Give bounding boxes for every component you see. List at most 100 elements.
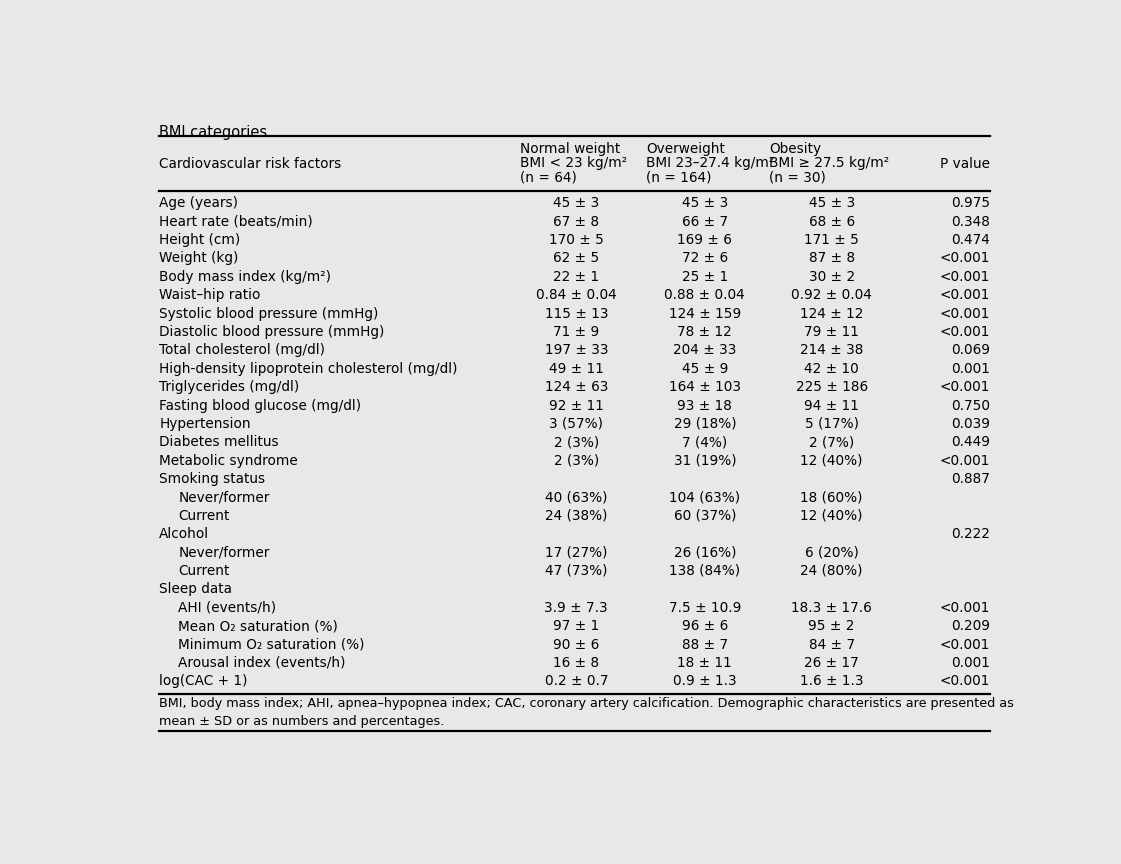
Text: 1.6 ± 1.3: 1.6 ± 1.3 xyxy=(800,674,863,689)
Text: Never/former: Never/former xyxy=(178,491,270,505)
Text: 225 ± 186: 225 ± 186 xyxy=(796,380,868,394)
Text: 66 ± 7: 66 ± 7 xyxy=(682,215,728,229)
Text: Obesity: Obesity xyxy=(769,143,822,156)
Text: Mean O₂ saturation (%): Mean O₂ saturation (%) xyxy=(178,619,339,633)
Text: <0.001: <0.001 xyxy=(939,674,990,689)
Text: 12 (40%): 12 (40%) xyxy=(800,509,863,523)
Text: 0.887: 0.887 xyxy=(951,472,990,486)
Text: 47 (73%): 47 (73%) xyxy=(545,564,608,578)
Text: <0.001: <0.001 xyxy=(939,454,990,467)
Text: 170 ± 5: 170 ± 5 xyxy=(549,233,604,247)
Text: 6 (20%): 6 (20%) xyxy=(805,545,859,560)
Text: 7 (4%): 7 (4%) xyxy=(683,435,728,449)
Text: 5 (17%): 5 (17%) xyxy=(805,417,859,431)
Text: <0.001: <0.001 xyxy=(939,600,990,615)
Text: log(CAC + 1): log(CAC + 1) xyxy=(159,674,248,689)
Text: Normal weight: Normal weight xyxy=(520,143,620,156)
Text: 104 (63%): 104 (63%) xyxy=(669,491,740,505)
Text: 94 ± 11: 94 ± 11 xyxy=(804,398,859,412)
Text: 40 (63%): 40 (63%) xyxy=(545,491,608,505)
Text: 84 ± 7: 84 ± 7 xyxy=(808,638,854,651)
Text: 93 ± 18: 93 ± 18 xyxy=(677,398,732,412)
Text: BMI categories: BMI categories xyxy=(159,125,268,140)
Text: (n = 164): (n = 164) xyxy=(646,170,711,184)
Text: Minimum O₂ saturation (%): Minimum O₂ saturation (%) xyxy=(178,638,364,651)
Text: 124 ± 159: 124 ± 159 xyxy=(669,307,741,321)
Text: (n = 30): (n = 30) xyxy=(769,170,826,184)
Text: Arousal index (events/h): Arousal index (events/h) xyxy=(178,656,346,670)
Text: Weight (kg): Weight (kg) xyxy=(159,251,239,265)
Text: BMI 23–27.4 kg/m²: BMI 23–27.4 kg/m² xyxy=(646,156,773,170)
Text: 16 ± 8: 16 ± 8 xyxy=(553,656,600,670)
Text: 79 ± 11: 79 ± 11 xyxy=(804,325,859,339)
Text: 12 (40%): 12 (40%) xyxy=(800,454,863,467)
Text: 138 (84%): 138 (84%) xyxy=(669,564,740,578)
Text: 78 ± 12: 78 ± 12 xyxy=(677,325,732,339)
Text: 87 ± 8: 87 ± 8 xyxy=(808,251,854,265)
Text: 24 (38%): 24 (38%) xyxy=(545,509,608,523)
Text: 18 ± 11: 18 ± 11 xyxy=(677,656,732,670)
Text: 124 ± 63: 124 ± 63 xyxy=(545,380,608,394)
Text: 45 ± 3: 45 ± 3 xyxy=(808,196,855,210)
Text: 2 (3%): 2 (3%) xyxy=(554,454,599,467)
Text: 0.2 ± 0.7: 0.2 ± 0.7 xyxy=(545,674,608,689)
Text: 60 (37%): 60 (37%) xyxy=(674,509,736,523)
Text: Triglycerides (mg/dl): Triglycerides (mg/dl) xyxy=(159,380,299,394)
Text: 29 (18%): 29 (18%) xyxy=(674,417,736,431)
Text: (n = 64): (n = 64) xyxy=(520,170,576,184)
Text: 171 ± 5: 171 ± 5 xyxy=(804,233,859,247)
Text: 3 (57%): 3 (57%) xyxy=(549,417,603,431)
Text: 0.222: 0.222 xyxy=(951,527,990,541)
Text: 0.975: 0.975 xyxy=(951,196,990,210)
Text: 0.209: 0.209 xyxy=(951,619,990,633)
Text: 0.474: 0.474 xyxy=(951,233,990,247)
Text: 0.001: 0.001 xyxy=(951,656,990,670)
Text: 0.348: 0.348 xyxy=(951,215,990,229)
Text: 49 ± 11: 49 ± 11 xyxy=(549,362,604,376)
Text: 25 ± 1: 25 ± 1 xyxy=(682,270,728,284)
Text: 62 ± 5: 62 ± 5 xyxy=(553,251,600,265)
Text: 72 ± 6: 72 ± 6 xyxy=(682,251,728,265)
Text: Current: Current xyxy=(178,564,230,578)
Text: 0.9 ± 1.3: 0.9 ± 1.3 xyxy=(673,674,736,689)
Text: 45 ± 3: 45 ± 3 xyxy=(682,196,728,210)
Text: Never/former: Never/former xyxy=(178,545,270,560)
Text: 24 (80%): 24 (80%) xyxy=(800,564,863,578)
Text: 115 ± 13: 115 ± 13 xyxy=(545,307,608,321)
Text: Total cholesterol (mg/dl): Total cholesterol (mg/dl) xyxy=(159,343,325,358)
Text: <0.001: <0.001 xyxy=(939,380,990,394)
Text: BMI ≥ 27.5 kg/m²: BMI ≥ 27.5 kg/m² xyxy=(769,156,889,170)
Text: 45 ± 9: 45 ± 9 xyxy=(682,362,728,376)
Text: Height (cm): Height (cm) xyxy=(159,233,241,247)
Text: 97 ± 1: 97 ± 1 xyxy=(553,619,600,633)
Text: Current: Current xyxy=(178,509,230,523)
Text: 22 ± 1: 22 ± 1 xyxy=(553,270,600,284)
Text: <0.001: <0.001 xyxy=(939,325,990,339)
Text: P value: P value xyxy=(939,156,990,170)
Text: AHI (events/h): AHI (events/h) xyxy=(178,600,277,615)
Text: 2 (7%): 2 (7%) xyxy=(809,435,854,449)
Text: Fasting blood glucose (mg/dl): Fasting blood glucose (mg/dl) xyxy=(159,398,361,412)
Text: 0.84 ± 0.04: 0.84 ± 0.04 xyxy=(536,289,617,302)
Text: 164 ± 103: 164 ± 103 xyxy=(669,380,741,394)
Text: Metabolic syndrome: Metabolic syndrome xyxy=(159,454,298,467)
Text: 0.449: 0.449 xyxy=(951,435,990,449)
Text: 7.5 ± 10.9: 7.5 ± 10.9 xyxy=(668,600,741,615)
Text: 26 ± 17: 26 ± 17 xyxy=(804,656,859,670)
Text: 0.750: 0.750 xyxy=(951,398,990,412)
Text: Systolic blood pressure (mmHg): Systolic blood pressure (mmHg) xyxy=(159,307,379,321)
Text: BMI, body mass index; AHI, apnea–hypopnea index; CAC, coronary artery calcificat: BMI, body mass index; AHI, apnea–hypopne… xyxy=(159,697,1015,728)
Text: 18 (60%): 18 (60%) xyxy=(800,491,863,505)
Text: 197 ± 33: 197 ± 33 xyxy=(545,343,608,358)
Text: 124 ± 12: 124 ± 12 xyxy=(800,307,863,321)
Text: High-density lipoprotein cholesterol (mg/dl): High-density lipoprotein cholesterol (mg… xyxy=(159,362,457,376)
Text: 17 (27%): 17 (27%) xyxy=(545,545,608,560)
Text: Diastolic blood pressure (mmHg): Diastolic blood pressure (mmHg) xyxy=(159,325,385,339)
Text: 2 (3%): 2 (3%) xyxy=(554,435,599,449)
Text: 42 ± 10: 42 ± 10 xyxy=(804,362,859,376)
Text: 214 ± 38: 214 ± 38 xyxy=(800,343,863,358)
Text: 96 ± 6: 96 ± 6 xyxy=(682,619,728,633)
Text: 45 ± 3: 45 ± 3 xyxy=(553,196,600,210)
Text: 169 ± 6: 169 ± 6 xyxy=(677,233,732,247)
Text: 68 ± 6: 68 ± 6 xyxy=(808,215,854,229)
